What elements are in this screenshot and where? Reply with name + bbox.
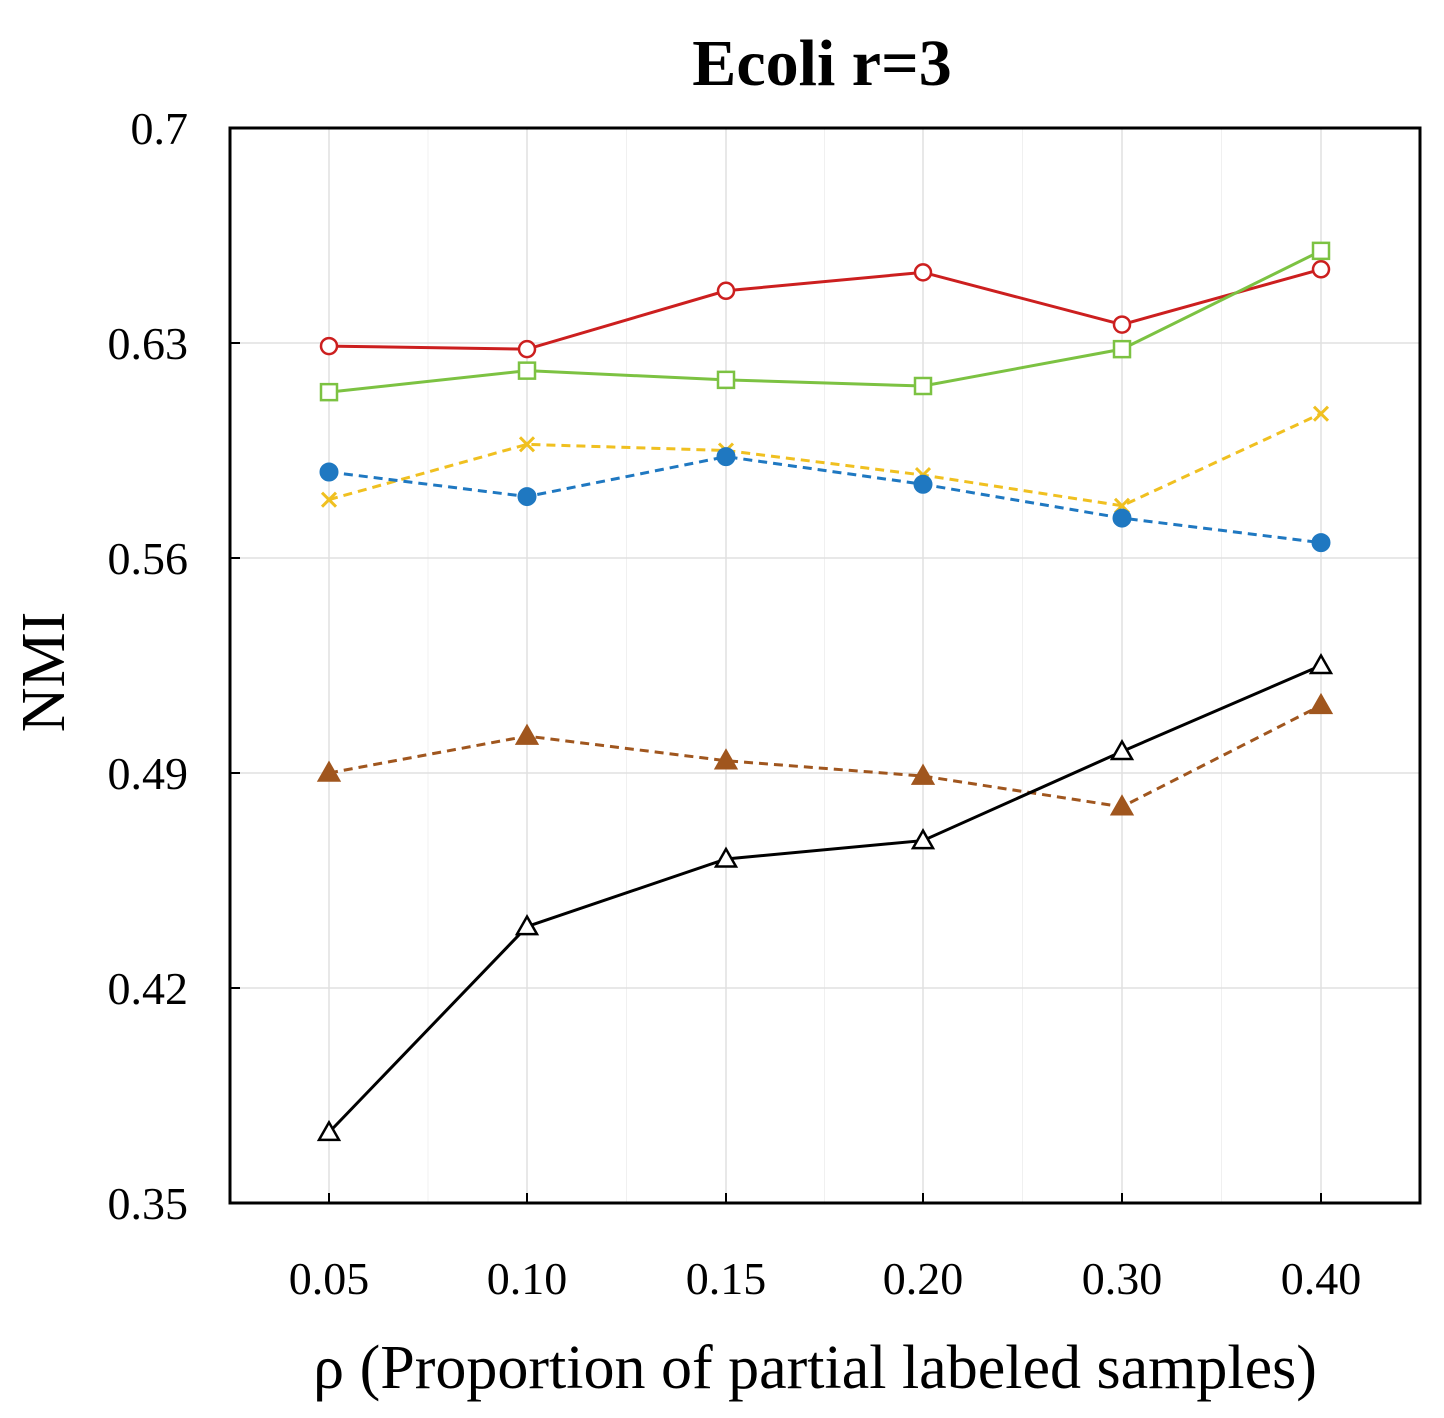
data-point xyxy=(1311,260,1331,279)
data-point xyxy=(514,914,540,936)
y-axis-ticks: 0.35 0.42 0.49 0.56 0.63 0.7 xyxy=(108,103,240,1229)
data-point xyxy=(514,723,540,745)
data-point xyxy=(316,1119,342,1142)
series-line xyxy=(327,664,1322,1134)
data-point xyxy=(1109,738,1135,761)
y-tick-label: 0.7 xyxy=(131,103,189,154)
data-point xyxy=(320,491,338,508)
chart-title: Ecoli r=3 xyxy=(692,27,951,100)
y-tick-label: 0.35 xyxy=(108,1178,189,1229)
series-line xyxy=(328,455,1322,545)
y-tick-label: 0.42 xyxy=(108,963,189,1014)
data-point xyxy=(316,760,342,782)
y-tick-label: 0.49 xyxy=(108,748,189,799)
data-point xyxy=(1312,405,1330,422)
x-tick-label: 0.10 xyxy=(487,1253,568,1304)
data-point xyxy=(517,487,537,507)
data-point xyxy=(1308,692,1334,715)
data-point xyxy=(1308,652,1334,675)
x-tick-label: 0.20 xyxy=(883,1253,964,1304)
x-tick-label: 0.15 xyxy=(686,1253,767,1304)
data-point xyxy=(1109,794,1135,816)
data-point xyxy=(716,370,736,390)
data-point xyxy=(713,846,739,868)
series-blue-dot xyxy=(319,447,1331,553)
data-point xyxy=(319,462,339,482)
x-tick-label: 0.30 xyxy=(1082,1253,1163,1304)
data-point xyxy=(1112,339,1132,359)
y-axis-label: NMI xyxy=(10,612,78,733)
data-point xyxy=(518,436,536,453)
data-point xyxy=(517,339,537,359)
x-tick-label: 0.40 xyxy=(1281,1253,1362,1304)
data-point xyxy=(1112,508,1132,528)
data-point xyxy=(913,376,933,396)
x-axis-ticks: 0.05 0.10 0.15 0.20 0.30 0.40 xyxy=(289,1193,1362,1304)
data-point xyxy=(1311,533,1331,553)
series-layer xyxy=(316,241,1334,1142)
x-axis-label: ρ (Proportion of partial labeled samples… xyxy=(313,1334,1317,1402)
y-tick-label: 0.63 xyxy=(108,318,189,369)
data-point xyxy=(1112,315,1132,334)
series-red-circle xyxy=(319,260,1331,359)
series-green-square xyxy=(319,241,1331,402)
series-line xyxy=(328,412,1322,508)
data-point xyxy=(910,763,936,785)
data-point xyxy=(913,474,933,494)
data-point xyxy=(517,361,537,380)
data-point xyxy=(910,828,936,850)
series-line xyxy=(328,249,1322,394)
y-tick-label: 0.56 xyxy=(108,533,189,584)
data-point xyxy=(713,748,739,770)
series-line xyxy=(328,704,1322,809)
plot-frame xyxy=(228,126,1422,1205)
data-point xyxy=(716,281,736,301)
data-point xyxy=(1311,241,1331,261)
data-point xyxy=(319,382,339,402)
data-point xyxy=(716,447,736,467)
x-tick-label: 0.05 xyxy=(289,1253,370,1304)
series-black-triangle xyxy=(316,652,1334,1142)
data-point xyxy=(913,263,933,282)
series-line xyxy=(328,267,1322,351)
series-brown-triangle xyxy=(316,692,1334,816)
data-point xyxy=(319,336,339,356)
